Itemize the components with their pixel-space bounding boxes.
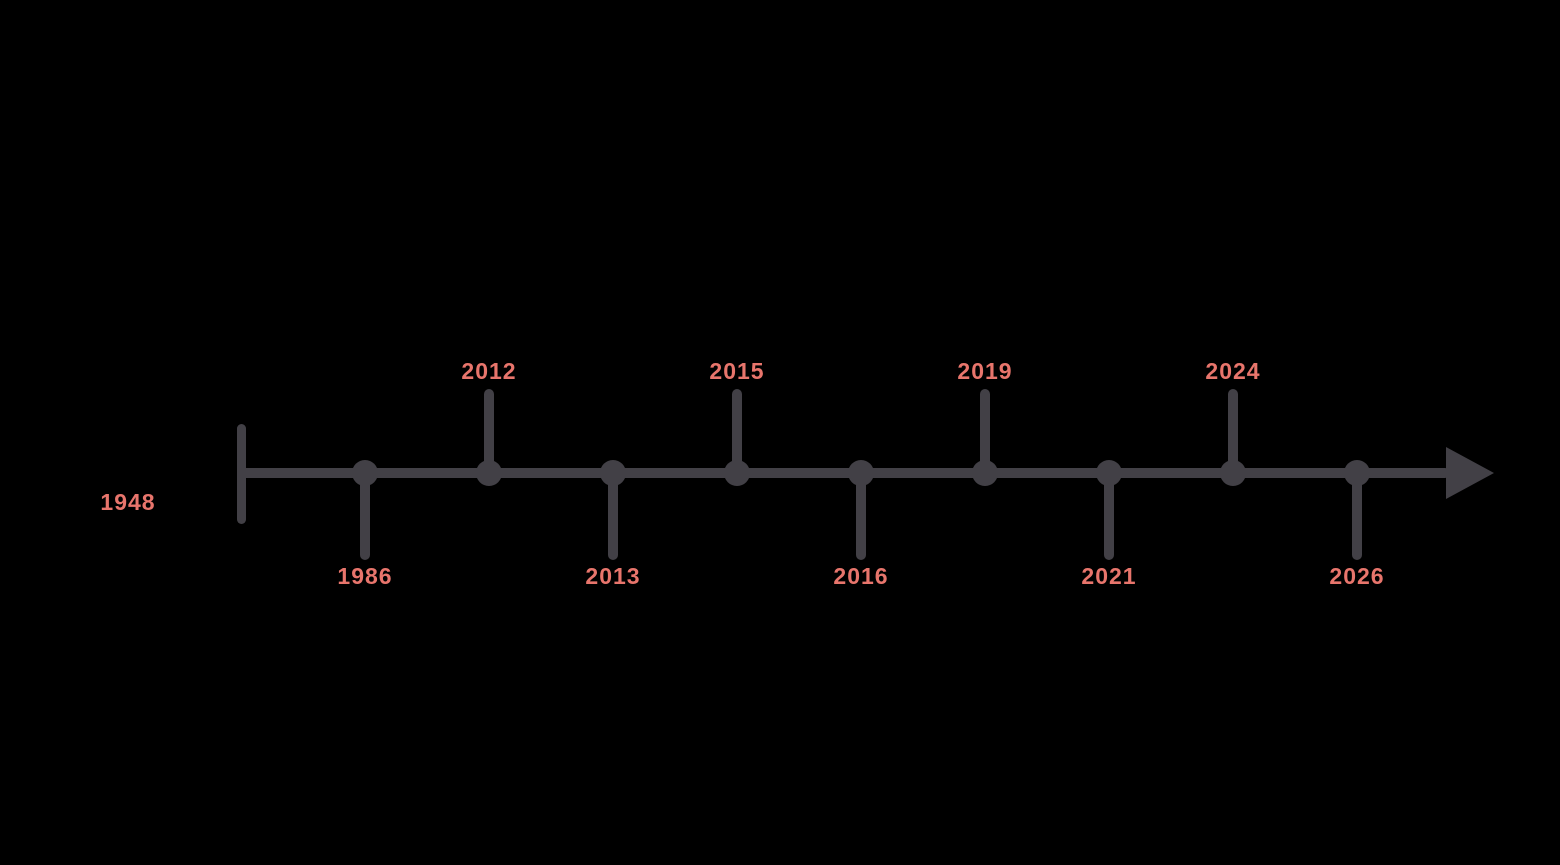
event-year-label: 2019 — [957, 358, 1013, 384]
event-dot — [972, 460, 998, 486]
timeline-start-year-label: 1948 — [100, 489, 156, 515]
event-year-label: 2024 — [1205, 358, 1261, 384]
event-dot — [1220, 460, 1246, 486]
event-stem — [608, 468, 618, 560]
event-stem — [856, 468, 866, 560]
event-dot — [352, 460, 378, 486]
event-year-label: 2026 — [1329, 563, 1385, 589]
event-dot — [1344, 460, 1370, 486]
event-dot — [600, 460, 626, 486]
event-dot — [476, 460, 502, 486]
event-year-label: 2016 — [833, 563, 889, 589]
event-stem — [484, 389, 494, 479]
event-year-label: 2012 — [461, 358, 517, 384]
timeline-arrow-icon — [1446, 447, 1494, 499]
event-stem — [980, 389, 990, 479]
event-dot — [1096, 460, 1122, 486]
event-stem — [1352, 468, 1362, 560]
event-year-label: 2013 — [585, 563, 641, 589]
timeline-axis-line — [240, 468, 1450, 478]
event-stem — [360, 468, 370, 560]
event-stem — [1228, 389, 1238, 479]
event-year-label: 1986 — [337, 563, 393, 589]
event-stem — [732, 389, 742, 479]
event-dot — [848, 460, 874, 486]
event-stem — [1104, 468, 1114, 560]
event-year-label: 2015 — [709, 358, 765, 384]
event-year-label: 2021 — [1081, 563, 1137, 589]
event-dot — [724, 460, 750, 486]
